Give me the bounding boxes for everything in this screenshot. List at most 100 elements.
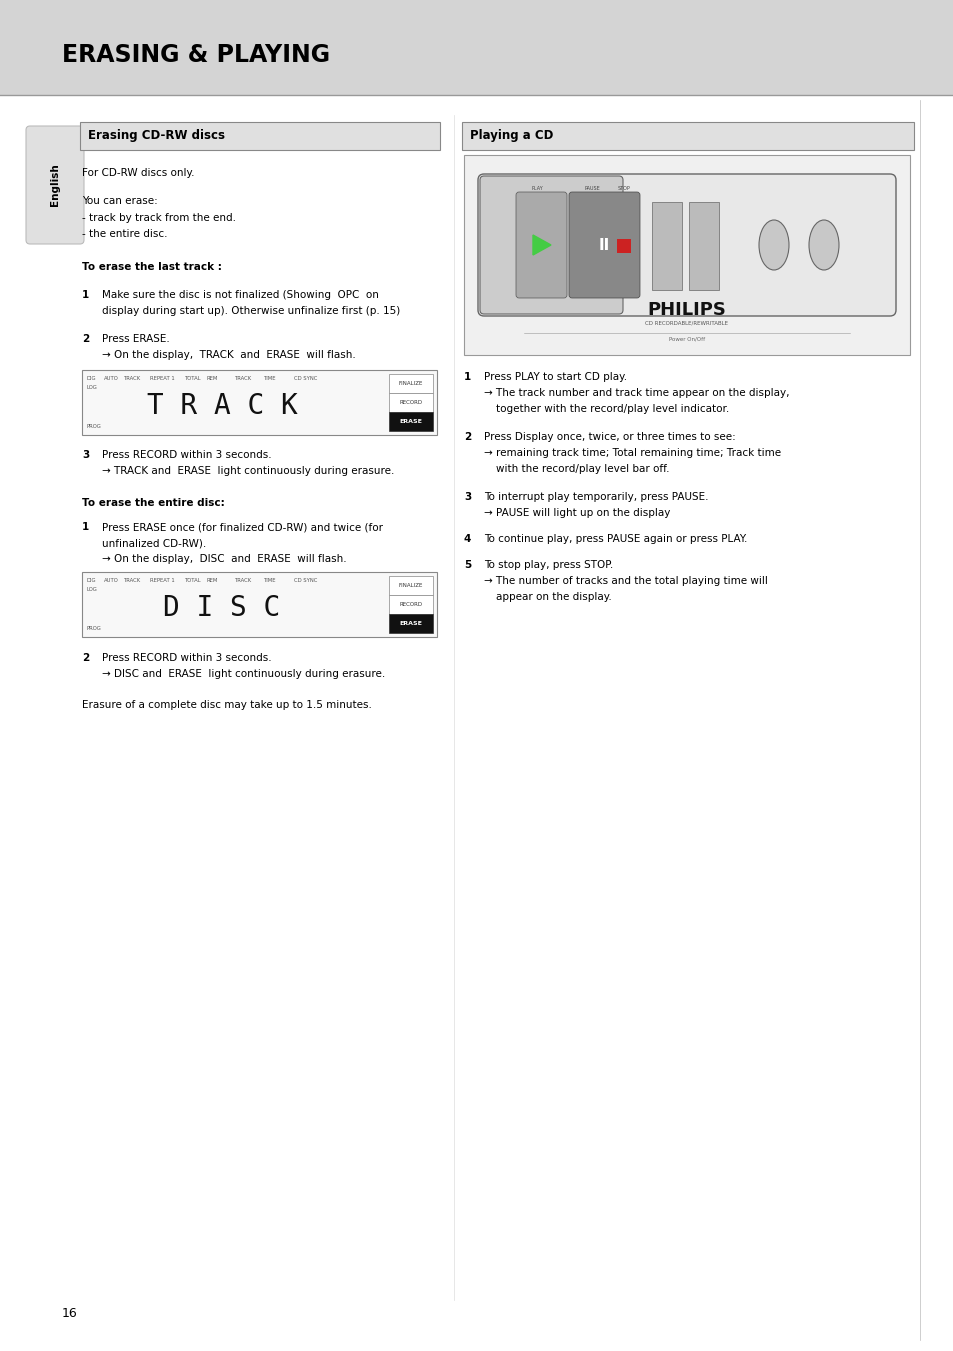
- Ellipse shape: [759, 220, 788, 270]
- Text: REPEAT 1: REPEAT 1: [150, 376, 174, 381]
- Text: → TRACK and  ERASE  light continuously during erasure.: → TRACK and ERASE light continuously dur…: [102, 466, 394, 476]
- Text: 3: 3: [463, 492, 471, 503]
- Text: D I S C: D I S C: [163, 594, 280, 623]
- Bar: [82, 370, 436, 435]
- Text: STOP: STOP: [617, 186, 630, 190]
- Text: To stop play, press STOP.: To stop play, press STOP.: [483, 561, 613, 570]
- Text: 1: 1: [82, 521, 90, 532]
- Text: PROG: PROG: [87, 424, 102, 430]
- Bar: [80, 122, 439, 150]
- Text: Press RECORD within 3 seconds.: Press RECORD within 3 seconds.: [102, 450, 272, 459]
- Text: AUTO: AUTO: [104, 376, 118, 381]
- Text: TIME: TIME: [264, 578, 276, 584]
- Text: English: English: [50, 163, 60, 207]
- FancyBboxPatch shape: [477, 174, 895, 316]
- Text: PLAY: PLAY: [531, 186, 542, 190]
- Text: LOG: LOG: [87, 586, 97, 592]
- Bar: [82, 571, 436, 638]
- Bar: [389, 576, 433, 594]
- Text: appear on the display.: appear on the display.: [496, 592, 611, 603]
- Ellipse shape: [808, 220, 838, 270]
- Text: display during start up). Otherwise unfinalize first (p. 15): display during start up). Otherwise unfi…: [102, 305, 400, 316]
- Text: To continue play, press PAUSE again or press PLAY.: To continue play, press PAUSE again or p…: [483, 534, 746, 544]
- FancyBboxPatch shape: [568, 192, 639, 299]
- Polygon shape: [533, 235, 551, 255]
- Text: ERASE: ERASE: [399, 419, 422, 424]
- Text: Playing a CD: Playing a CD: [470, 130, 553, 142]
- Text: Press ERASE.: Press ERASE.: [102, 334, 170, 345]
- Bar: [688, 203, 719, 290]
- Text: II: II: [598, 238, 609, 253]
- Text: Erasing CD-RW discs: Erasing CD-RW discs: [88, 130, 225, 142]
- Text: 4: 4: [463, 534, 471, 544]
- Text: → On the display,  DISC  and  ERASE  will flash.: → On the display, DISC and ERASE will fl…: [102, 554, 346, 563]
- Text: Press Display once, twice, or three times to see:: Press Display once, twice, or three time…: [483, 432, 735, 442]
- Bar: [389, 374, 433, 393]
- Bar: [389, 393, 433, 412]
- FancyBboxPatch shape: [516, 192, 566, 299]
- Text: ERASING & PLAYING: ERASING & PLAYING: [62, 43, 330, 68]
- Text: TOTAL: TOTAL: [185, 578, 201, 584]
- Text: FINALIZE: FINALIZE: [398, 584, 423, 588]
- Bar: [461, 122, 913, 150]
- Bar: [0, 0, 953, 95]
- Text: DIG: DIG: [87, 578, 96, 584]
- Text: 1: 1: [82, 290, 90, 300]
- Text: CD RECORDABLE/REWRITABLE: CD RECORDABLE/REWRITABLE: [645, 320, 728, 326]
- Text: Press RECORD within 3 seconds.: Press RECORD within 3 seconds.: [102, 653, 272, 663]
- Text: TRACK: TRACK: [234, 376, 252, 381]
- Text: 2: 2: [82, 334, 90, 345]
- Text: PHILIPS: PHILIPS: [647, 301, 725, 319]
- Text: - track by track from the end.: - track by track from the end.: [82, 213, 235, 223]
- Text: → remaining track time; Total remaining time; Track time: → remaining track time; Total remaining …: [483, 449, 781, 458]
- Text: Make sure the disc is not finalized (Showing  OPC  on: Make sure the disc is not finalized (Sho…: [102, 290, 378, 300]
- Text: with the record/play level bar off.: with the record/play level bar off.: [496, 463, 669, 474]
- Text: Press ERASE once (for finalized CD-RW) and twice (for: Press ERASE once (for finalized CD-RW) a…: [102, 521, 382, 532]
- Bar: [389, 594, 433, 613]
- Text: RECORD: RECORD: [399, 603, 422, 607]
- Text: 1: 1: [463, 372, 471, 382]
- Text: To erase the entire disc:: To erase the entire disc:: [82, 499, 225, 508]
- FancyBboxPatch shape: [479, 176, 622, 313]
- Text: unfinalized CD-RW).: unfinalized CD-RW).: [102, 538, 206, 549]
- Text: REPEAT 1: REPEAT 1: [150, 578, 174, 584]
- Text: 2: 2: [82, 653, 90, 663]
- Text: 2: 2: [463, 432, 471, 442]
- Text: → PAUSE will light up on the display: → PAUSE will light up on the display: [483, 508, 670, 517]
- Text: CD SYNC: CD SYNC: [294, 578, 317, 584]
- Text: FINALIZE: FINALIZE: [398, 381, 423, 386]
- Text: PROG: PROG: [87, 626, 102, 631]
- Text: → On the display,  TRACK  and  ERASE  will flash.: → On the display, TRACK and ERASE will f…: [102, 350, 355, 359]
- Bar: [389, 412, 433, 431]
- Text: TOTAL: TOTAL: [185, 376, 201, 381]
- Text: → The track number and track time appear on the display,: → The track number and track time appear…: [483, 388, 789, 399]
- Text: T R A C K: T R A C K: [147, 393, 297, 420]
- Bar: [651, 203, 681, 290]
- FancyBboxPatch shape: [26, 126, 84, 245]
- Text: CD SYNC: CD SYNC: [294, 376, 317, 381]
- Bar: [463, 155, 909, 355]
- Text: TIME: TIME: [264, 376, 276, 381]
- Text: TRACK: TRACK: [234, 578, 252, 584]
- Text: Power On/Off: Power On/Off: [668, 336, 704, 342]
- Text: 16: 16: [62, 1306, 77, 1320]
- Text: Erasure of a complete disc may take up to 1.5 minutes.: Erasure of a complete disc may take up t…: [82, 700, 372, 711]
- Text: → DISC and  ERASE  light continuously during erasure.: → DISC and ERASE light continuously duri…: [102, 669, 385, 680]
- Text: → The number of tracks and the total playing time will: → The number of tracks and the total pla…: [483, 576, 767, 586]
- Text: together with the record/play level indicator.: together with the record/play level indi…: [496, 404, 728, 413]
- Text: For CD-RW discs only.: For CD-RW discs only.: [82, 168, 194, 178]
- Text: LOG: LOG: [87, 385, 97, 390]
- Text: 5: 5: [463, 561, 471, 570]
- Bar: [389, 613, 433, 634]
- Text: To interrupt play temporarily, press PAUSE.: To interrupt play temporarily, press PAU…: [483, 492, 708, 503]
- Text: RECORD: RECORD: [399, 400, 422, 405]
- Text: TRACK: TRACK: [124, 376, 141, 381]
- Text: ERASE: ERASE: [399, 621, 422, 626]
- Text: REM: REM: [207, 376, 218, 381]
- Text: Press PLAY to start CD play.: Press PLAY to start CD play.: [483, 372, 626, 382]
- Text: TRACK: TRACK: [124, 578, 141, 584]
- Text: DIG: DIG: [87, 376, 96, 381]
- Text: To erase the last track :: To erase the last track :: [82, 262, 222, 272]
- Text: AUTO: AUTO: [104, 578, 118, 584]
- Text: REM: REM: [207, 578, 218, 584]
